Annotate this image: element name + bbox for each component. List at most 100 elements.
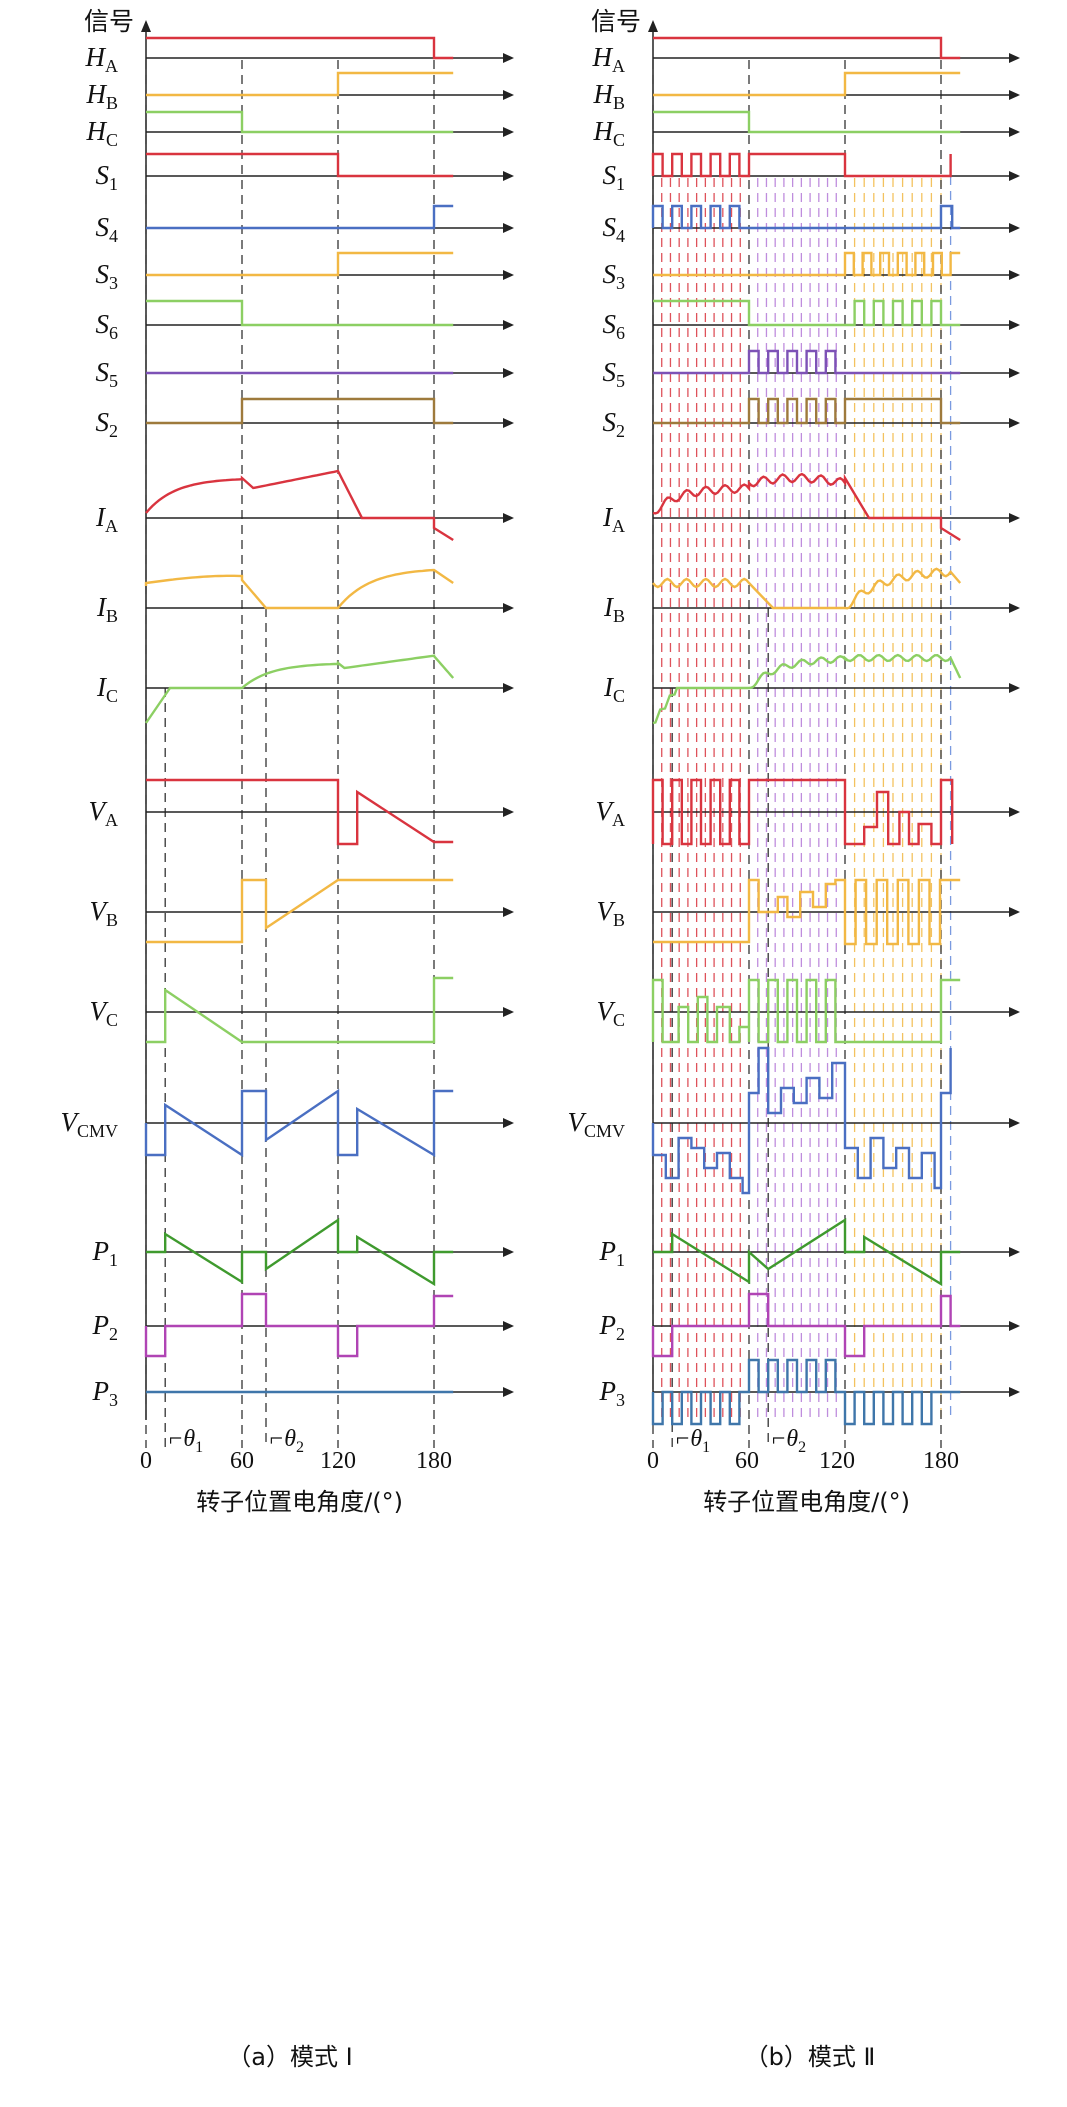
- signal-label-sub: 2: [109, 421, 118, 441]
- signal-label-main: V: [89, 796, 109, 826]
- waveform-S3: [146, 251, 454, 277]
- waveform-S2: [653, 397, 961, 425]
- waveform-HA: [653, 36, 961, 60]
- signal-label-P3: P3: [92, 1376, 119, 1410]
- theta1-label-symbol: ⌐θ: [674, 1426, 702, 1452]
- signal-label-sub: 5: [616, 371, 625, 391]
- signal-label-sub: A: [612, 516, 625, 536]
- signal-label-main: I: [95, 502, 107, 532]
- signal-label-main: V: [89, 896, 109, 926]
- signal-label-sub: 4: [616, 226, 625, 246]
- signal-label-VCMV: VCMV: [567, 1107, 625, 1141]
- axis-arrow-icon: [1009, 1247, 1020, 1257]
- waveform-S1: [651, 152, 952, 178]
- axis-arrow-icon: [503, 127, 514, 137]
- axis-arrow-icon: [503, 171, 514, 181]
- axis-arrow-icon: [1009, 1118, 1020, 1128]
- signal-label-S2: S2: [603, 407, 626, 441]
- axis-arrow-icon: [503, 320, 514, 330]
- x-tick-label: 120: [819, 1448, 855, 1474]
- theta1-label-sub: 1: [702, 1439, 710, 1456]
- signal-label-IA: IA: [602, 502, 625, 536]
- signal-label-sub: C: [613, 1010, 625, 1030]
- signal-label-VA: VA: [89, 796, 119, 830]
- signal-label-sub: 6: [616, 323, 625, 343]
- signal-label-sub: B: [106, 93, 118, 113]
- signal-label-sub: B: [613, 606, 625, 626]
- x-axis-label: 转子位置电角度/(°): [196, 1488, 403, 1516]
- signal-label-main: S: [603, 212, 617, 242]
- signal-label-main: H: [592, 79, 614, 109]
- axis-arrow-icon: [503, 1247, 514, 1257]
- y-axis-arrow-icon: [141, 20, 151, 32]
- waveform-S5: [653, 349, 961, 375]
- y-axis-arrow-icon: [648, 20, 658, 32]
- waveform-VCMV: [651, 1046, 952, 1195]
- axis-arrow-icon: [1009, 807, 1020, 817]
- signal-label-S5: S5: [603, 357, 626, 391]
- signal-label-sub: C: [613, 686, 625, 706]
- waveform-P1: [653, 1217, 961, 1287]
- axis-arrow-icon: [1009, 127, 1020, 137]
- signal-label-VB: VB: [596, 896, 625, 930]
- waveform-S4: [146, 204, 454, 230]
- signal-label-IC: IC: [96, 672, 118, 706]
- signal-label-S2: S2: [96, 407, 119, 441]
- signal-label-sub: B: [613, 93, 625, 113]
- waveform-S6: [653, 299, 961, 327]
- axis-arrow-icon: [503, 1387, 514, 1397]
- waveform-HB: [146, 71, 454, 97]
- signal-label-HB: HB: [592, 79, 625, 113]
- signal-label-sub: B: [106, 910, 118, 930]
- signal-label-main: P: [92, 1376, 110, 1406]
- axis-arrow-icon: [503, 807, 514, 817]
- axis-arrow-icon: [1009, 1387, 1020, 1397]
- waveform-P2: [651, 1292, 961, 1358]
- x-tick-label: 180: [416, 1448, 452, 1474]
- signal-label-main: S: [96, 259, 110, 289]
- axis-arrow-icon: [1009, 683, 1020, 693]
- signal-label-main: S: [603, 259, 617, 289]
- theta2-label-sub: 2: [798, 1439, 806, 1456]
- signal-label-HA: HA: [592, 42, 626, 76]
- signal-label-sub: C: [106, 130, 118, 150]
- axis-arrow-icon: [1009, 1321, 1020, 1331]
- axis-arrow-icon: [1009, 418, 1020, 428]
- signal-label-sub: A: [612, 56, 625, 76]
- signal-label-VB: VB: [89, 896, 118, 930]
- x-tick-label: 0: [647, 1448, 659, 1474]
- theta2-label: ⌐θ2: [268, 1426, 304, 1456]
- waveform-IA: [652, 472, 961, 542]
- signal-label-main: P: [92, 1310, 110, 1340]
- axis-arrow-icon: [503, 223, 514, 233]
- axis-arrow-icon: [503, 1118, 514, 1128]
- panel-a-mode-1: 信号HAHBHCS1S4S3S6S5S2IAIBICVAVBVCVCMVP1P2…: [60, 7, 514, 2071]
- signal-label-IB: IB: [96, 592, 118, 626]
- signal-label-IC: IC: [603, 672, 625, 706]
- signal-label-main: I: [602, 502, 614, 532]
- signal-label-sub: C: [613, 130, 625, 150]
- theta1-label-symbol: ⌐θ: [167, 1426, 195, 1452]
- signal-label-main: S: [96, 309, 110, 339]
- axis-arrow-icon: [1009, 90, 1020, 100]
- x-tick-label: 0: [140, 1448, 152, 1474]
- signal-label-S1: S1: [603, 160, 626, 194]
- waveform-IB: [144, 568, 454, 610]
- theta2-label-symbol: ⌐θ: [268, 1426, 296, 1452]
- waveform-VA: [651, 778, 954, 846]
- signal-label-P2: P2: [599, 1310, 626, 1344]
- waveform-P2: [144, 1292, 454, 1358]
- waveform-IA: [145, 469, 454, 542]
- signal-label-sub: C: [106, 686, 118, 706]
- waveform-VA: [146, 778, 454, 846]
- axis-arrow-icon: [503, 1321, 514, 1331]
- signal-label-main: S: [96, 357, 110, 387]
- signal-label-sub: 6: [109, 323, 118, 343]
- signal-label-sub: A: [105, 56, 118, 76]
- signal-label-VA: VA: [596, 796, 626, 830]
- signal-label-sub: 4: [109, 226, 118, 246]
- signal-label-main: V: [60, 1107, 80, 1137]
- signal-label-VCMV: VCMV: [60, 1107, 118, 1141]
- axis-arrow-icon: [503, 907, 514, 917]
- signal-label-IA: IA: [95, 502, 118, 536]
